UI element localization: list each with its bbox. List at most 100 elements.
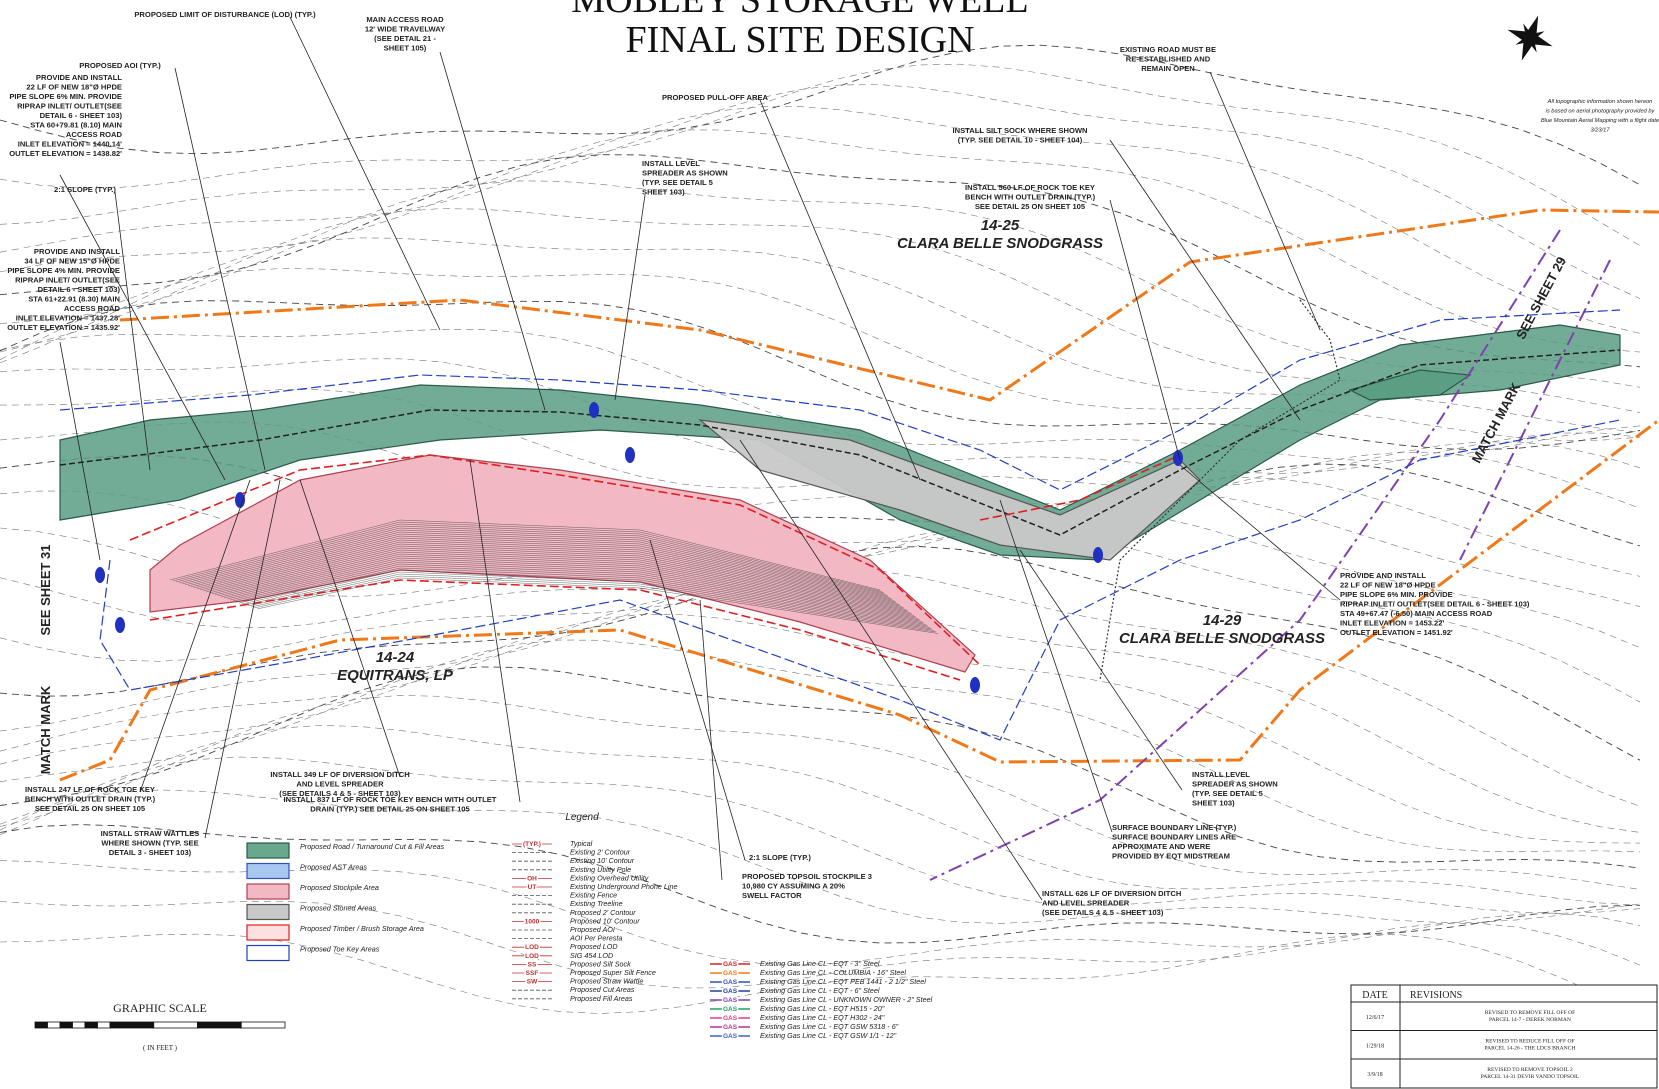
legend-symbol: GAS [723, 1015, 738, 1022]
legend-title: Legend [565, 812, 599, 823]
level-spreader [625, 447, 635, 463]
revision-date: 3/9/18 [1367, 1072, 1382, 1078]
callout-text: (TYP. SEE DETAIL 10 - SHEET 104) [958, 136, 1083, 145]
legend-swatch [247, 864, 289, 879]
level-spreader [115, 617, 125, 633]
legend-swatch [247, 925, 289, 940]
level-spreader [970, 677, 980, 693]
callout-text: RIPRAP INLET/ OUTLET(SEE DETAIL 6 - SHEE… [1340, 600, 1530, 609]
parcel-owner: EQUITRANS, LP [337, 667, 454, 684]
legend-label: Proposed Road / Turnaround Cut & Fill Ar… [300, 842, 445, 851]
callout-text: INSTALL STRAW WATTLES [101, 829, 200, 838]
legend-label: Proposed Toe Key Areas [300, 945, 380, 954]
callout-text: INLET ELEVATION = 1437.28' [16, 314, 120, 323]
parcel-id: 14-24 [376, 649, 415, 666]
callout-text: PROPOSED PULL-OFF AREA [662, 93, 769, 102]
revision-text: REVISED TO REMOVE TOPSOIL 2 [1487, 1067, 1573, 1073]
match-mark: MATCH MARK [38, 685, 53, 774]
revision-date: 1/29/18 [1366, 1044, 1384, 1050]
callout-text: 22 LF OF NEW 18"Ø HPDE [1340, 581, 1436, 590]
legend-symbol: GAS [723, 997, 738, 1004]
legend-label: Proposed Stoned Areas [300, 904, 376, 913]
callout-text: OUTLET ELEVATION = 1435.92' [7, 323, 120, 332]
callout-text: PIPE SLOPE 6% MIN. PROVIDE [9, 92, 122, 101]
callout-text: DETAIL 3 - SHEET 103) [109, 848, 192, 857]
match-sheet: SEE SHEET 31 [38, 544, 53, 635]
callout-text: 2:1 SLOPE (TYP.) [54, 185, 116, 194]
legend-symbol: GAS [723, 1024, 738, 1031]
callout-text: 34 LF OF NEW 15"Ø HPDE [24, 257, 120, 266]
legend-label: Existing Gas Line CL - EQT - 6" Steel [760, 986, 880, 995]
callout-text: 2:1 SLOPE (TYP.) [749, 853, 811, 862]
callout-text: AND LEVEL SPREADER [296, 780, 384, 789]
legend-symbol: GAS [723, 970, 738, 977]
scale-bar [241, 1022, 285, 1028]
callout-text: WHERE SHOWN (TYP. SEE [101, 839, 198, 848]
callout-text: PROPOSED TOPSOIL STOCKPILE 3 [742, 872, 872, 881]
callout-text: DETAIL 6 - SHEET 103) [38, 285, 121, 294]
callout-text: SURFACE BOUNDARY LINE (TYP.) [1112, 823, 1237, 832]
callout-text: INLET ELEVATION = 1453.22' [1340, 619, 1444, 628]
level-spreader [589, 402, 599, 418]
callout-text: STA 61+22.91 (8.30) MAIN [28, 295, 120, 304]
legend-symbol: LOD [525, 953, 539, 960]
legend-symbol: GAS [723, 961, 738, 968]
scale-bar [35, 1022, 48, 1028]
callout-text: SEE DETAIL 25 ON SHEET 105 [975, 202, 1086, 211]
revision-text: REVISED TO REMOVE FILL OFF OF [1485, 1010, 1576, 1016]
callout-text: PROVIDE AND INSTALL [34, 247, 120, 256]
revision-text: REVISED TO REDUCE FILL OFF OF [1485, 1039, 1574, 1045]
callout-text: SURFACE BOUNDARY LINES ARE [1112, 833, 1236, 842]
callout-text: All topographic information shown hereon [1547, 99, 1653, 105]
legend-label: Proposed Fill Areas [570, 994, 633, 1003]
callout-text: INSTALL 349 LF OF DIVERSION DITCH [270, 770, 409, 779]
scale-bar [73, 1022, 86, 1028]
scale-unit: ( IN FEET ) [143, 1044, 178, 1052]
legend-symbol: SS [528, 961, 537, 968]
callout-text: DRAIN (TYP.) SEE DETAIL 25 ON SHEET 105 [310, 805, 470, 814]
revision-text: PARCEL 14-7 - DEREK NORMAN [1489, 1017, 1571, 1023]
revision-text: PARCEL 14-31 DEVIR VANDO TOPSOIL [1481, 1074, 1580, 1080]
callout-text: AND LEVEL SPREADER [1042, 899, 1130, 908]
callout-text: PIPE SLOPE 6% MIN. PROVIDE [1340, 590, 1453, 599]
callout-text: PROPOSED LIMIT OF DISTURBANCE (LOD) (TYP… [134, 10, 316, 19]
callout-text: RE-ESTABLISHED AND [1126, 55, 1211, 64]
legend-swatch [247, 946, 289, 961]
legend-swatch [247, 884, 289, 899]
callout-text: PROVIDED BY EQT MIDSTREAM [1112, 852, 1230, 861]
scale-bar [48, 1022, 61, 1028]
table-header: REVISIONS [1410, 990, 1462, 1001]
legend-label: Existing Gas Line CL - EQT H515 - 20" [760, 1004, 885, 1013]
callout-text: PROVIDE AND INSTALL [36, 73, 122, 82]
callout-text: INLET ELEVATION = 1440.14' [18, 140, 122, 149]
level-spreader [235, 492, 245, 508]
legend-symbol: 1000 [525, 918, 540, 925]
legend-symbol: LOD [525, 944, 539, 951]
scale-bar [60, 1022, 73, 1028]
scale-bar [110, 1022, 154, 1028]
callout-text: 12' WIDE TRAVELWAY [365, 25, 445, 34]
callout-text: (SEE DETAIL 21 - [374, 34, 436, 43]
callout-text: INSTALL SILT SOCK WHERE SHOWN [953, 126, 1088, 135]
callout-text: PROPOSED AOI (TYP.) [79, 61, 161, 70]
callout-text: PROVIDE AND INSTALL [1340, 571, 1426, 580]
callout-text: INSTALL LEVEL [1192, 770, 1250, 779]
callout-text: INSTALL 247 LF OF ROCK TOE KEY [25, 785, 155, 794]
callout-text: PIPE SLOPE 4% MIN. PROVIDE [7, 266, 120, 275]
revision-text: PARCEL 14-26 - THE LDCS BRANCH [1484, 1046, 1575, 1052]
scale-bar [198, 1022, 242, 1028]
scale-title: GRAPHIC SCALE [113, 1001, 207, 1015]
callout-text: INSTALL LEVEL [642, 159, 700, 168]
callout-text: SEE DETAIL 25 ON SHEET 105 [35, 804, 146, 813]
callout-text: APPROXIMATE AND WERE [1112, 842, 1210, 851]
legend-label: Proposed AST Areas [300, 863, 367, 872]
callout-text: (TYP. SEE DETAIL 5 [1192, 789, 1264, 798]
level-spreader [1093, 547, 1103, 563]
callout-text: REMAIN OPEN [1141, 64, 1195, 73]
legend-label: Proposed Stockpile Area [300, 883, 379, 892]
legend-label: Proposed Timber / Brush Storage Area [300, 924, 424, 933]
legend-label: Existing Gas Line CL - EQT - 3" Steel [760, 959, 880, 968]
legend-label: Existing Gas Line CL - EQT GSW 5318 - 6" [760, 1022, 899, 1031]
callout-text: BENCH WITH OUTLET DRAIN (TYP.) [25, 795, 156, 804]
callout-text: SHEET 103) [1192, 799, 1235, 808]
